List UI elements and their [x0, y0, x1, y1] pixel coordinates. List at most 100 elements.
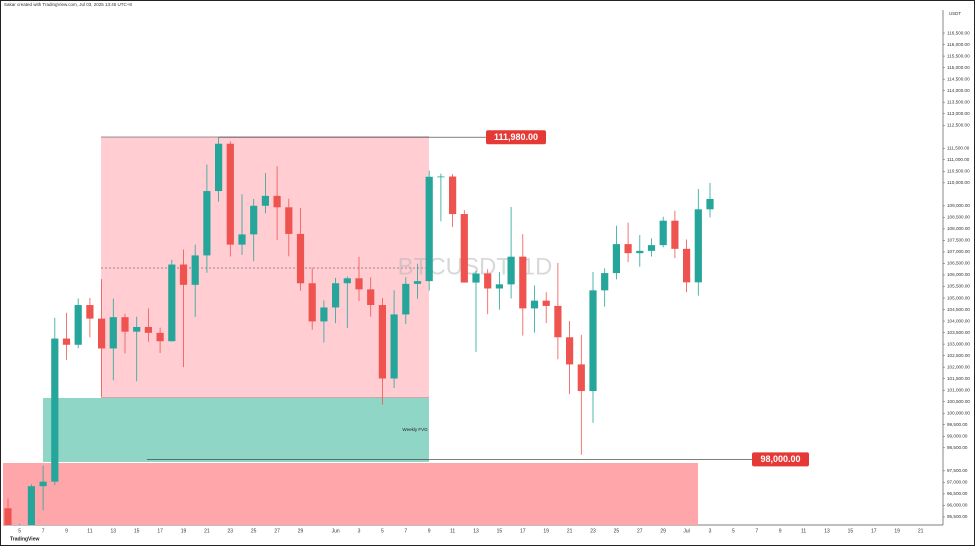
candle-body [98, 318, 106, 349]
y-tick-label: 97,000.00 [947, 480, 968, 485]
candle-body [530, 300, 539, 309]
candle-body [554, 305, 562, 338]
currency: USDT [949, 11, 962, 16]
candle-body [472, 273, 480, 283]
candle-body [215, 143, 223, 192]
y-tick-label: 105,500.00 [947, 284, 970, 289]
y-tick-label: 111,000.00 [947, 157, 970, 162]
x-tick-label: 29 [660, 528, 666, 534]
candle-body [51, 338, 59, 482]
y-tick-label: 110,000.00 [947, 180, 970, 185]
candle-body [624, 244, 632, 254]
candle-body [179, 264, 188, 285]
x-tick-label: 7 [42, 528, 45, 534]
candle-body [320, 307, 328, 322]
x-tick-label: 11 [87, 528, 92, 534]
level-tag [486, 130, 546, 145]
candle-body [168, 264, 176, 342]
x-tick-label: 23 [228, 528, 234, 534]
candle-body [74, 305, 82, 345]
candle-body [601, 273, 609, 291]
y-tick-label: 99,000.00 [947, 434, 968, 439]
candle-body [250, 205, 258, 235]
y-tick-label: 97,500.00 [947, 468, 968, 473]
plot-area: Weekly FVG BTCUSDT, 1D [3, 136, 714, 525]
x-tick-label: 9 [65, 528, 68, 534]
y-tick-label: 116,000.00 [947, 42, 970, 47]
x-tick-label: 7 [755, 528, 758, 534]
candle-body [706, 198, 714, 210]
candle-body [4, 508, 12, 525]
brand: TradingView [10, 536, 39, 542]
candle-body [273, 195, 281, 208]
candle-body [226, 143, 234, 245]
y-tick-label: 96,500.00 [947, 491, 968, 496]
x-tick-label: 17 [871, 528, 877, 534]
x-tick-label: 7 [404, 528, 407, 534]
x-tick-label: 29 [298, 528, 304, 534]
candle-body [542, 300, 550, 306]
x-tick-label: 27 [274, 528, 280, 534]
y-tick-label: 107,000.00 [947, 249, 970, 254]
y-tick-label: 100,500.00 [947, 399, 970, 404]
candle-body [390, 314, 398, 379]
y-tick-label: 107,500.00 [947, 238, 970, 243]
y-tick-label: 106,000.00 [947, 272, 970, 277]
x-tick-label: 3 [358, 528, 361, 534]
y-tick-label: 102,000.00 [947, 364, 970, 369]
x-tick-label: 25 [614, 528, 620, 534]
candle-body [647, 245, 656, 251]
candle-body [437, 176, 445, 178]
y-tick-label: 105,000.00 [947, 295, 970, 300]
x-tick-label: 5 [732, 528, 735, 534]
y-tick-label: 110,500.00 [947, 169, 970, 174]
x-tick-label: 27 [637, 528, 643, 534]
candle-body [612, 244, 620, 274]
demand-zone [3, 463, 698, 525]
candle-body [694, 209, 702, 283]
candle-body [413, 281, 422, 284]
candle-body [484, 273, 492, 289]
candle-body [589, 290, 597, 392]
x-tick-label: 15 [134, 528, 140, 534]
y-tick-label: 115,000.00 [947, 65, 970, 70]
x-tick-label: Jul [683, 528, 689, 534]
candle-body [367, 289, 375, 306]
x-tick-label: 3 [709, 528, 712, 534]
x-tick-label: 19 [181, 528, 187, 534]
level-label: 111,980.00 [494, 132, 538, 142]
y-tick-label: 116,500.00 [947, 30, 970, 35]
y-tick-label: 114,500.00 [947, 76, 970, 81]
y-tick-label: 100,000.00 [947, 410, 970, 415]
candle-body [671, 220, 679, 249]
y-tick-label: 99,500.00 [947, 422, 968, 427]
candle-body [203, 191, 211, 256]
y-tick-label: 96,000.00 [947, 503, 968, 508]
candle-body [495, 284, 503, 289]
x-tick-label: 25 [251, 528, 257, 534]
y-tick-label: 98,500.00 [947, 445, 968, 450]
x-tick-label: 9 [428, 528, 431, 534]
level-tag [752, 452, 809, 467]
candle-body [460, 214, 468, 283]
y-tick-label: 111,500.00 [947, 145, 970, 150]
candle-body [238, 234, 246, 245]
x-tick-label: 9 [779, 528, 782, 534]
candle-body [683, 248, 691, 283]
candle-body [519, 256, 527, 309]
y-tick-label: 112,500.00 [947, 122, 970, 127]
y-tick-label: 104,000.00 [947, 318, 970, 323]
x-tick-label: 19 [894, 528, 900, 534]
y-tick-label: 104,500.00 [947, 307, 970, 312]
candle-body [566, 337, 574, 365]
candle-body [507, 256, 515, 285]
x-tick-label: 17 [520, 528, 526, 534]
y-tick-label: 95,500.00 [947, 514, 968, 519]
candle-body [156, 332, 164, 342]
y-tick-label: 108,000.00 [947, 226, 970, 231]
x-tick-label: 11 [801, 528, 806, 534]
fvg-zone [43, 398, 429, 462]
x-tick-label: 17 [157, 528, 163, 534]
